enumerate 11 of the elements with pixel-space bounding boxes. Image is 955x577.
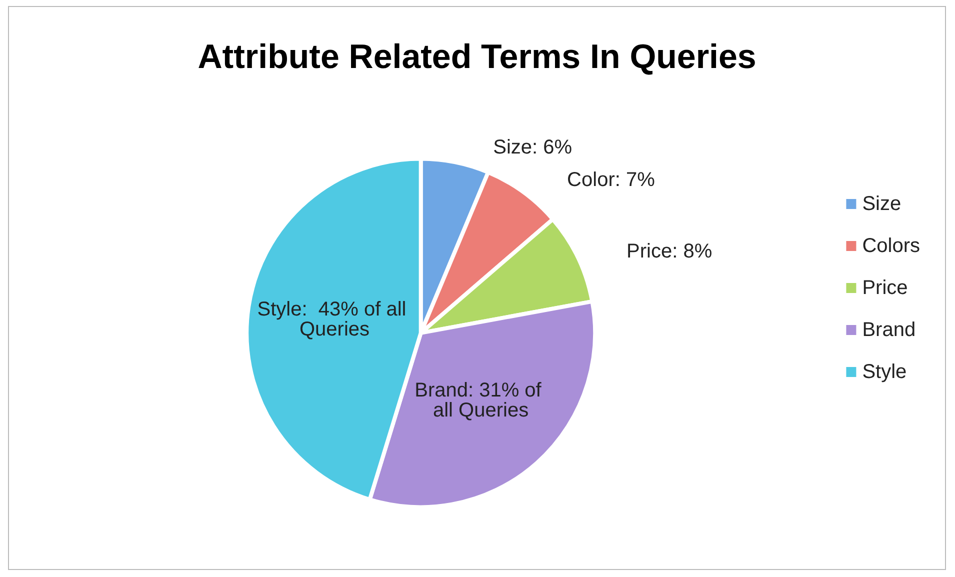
legend-label: Brand: [862, 319, 916, 341]
data-label: Price: 8%: [626, 240, 712, 262]
data-label: Style: 43% of all Queries: [257, 298, 406, 341]
legend-label: Price: [862, 277, 908, 299]
data-label: Brand: 31% of all Queries: [414, 379, 547, 422]
data-label: Color: 7%: [567, 168, 656, 191]
chart-title: Attribute Related Terms In Queries: [198, 38, 756, 76]
legend-label: Colors: [862, 235, 920, 257]
legend-label: Style: [862, 361, 907, 383]
legend-label: Size: [862, 193, 902, 215]
data-label: Size: 6%: [493, 136, 572, 158]
